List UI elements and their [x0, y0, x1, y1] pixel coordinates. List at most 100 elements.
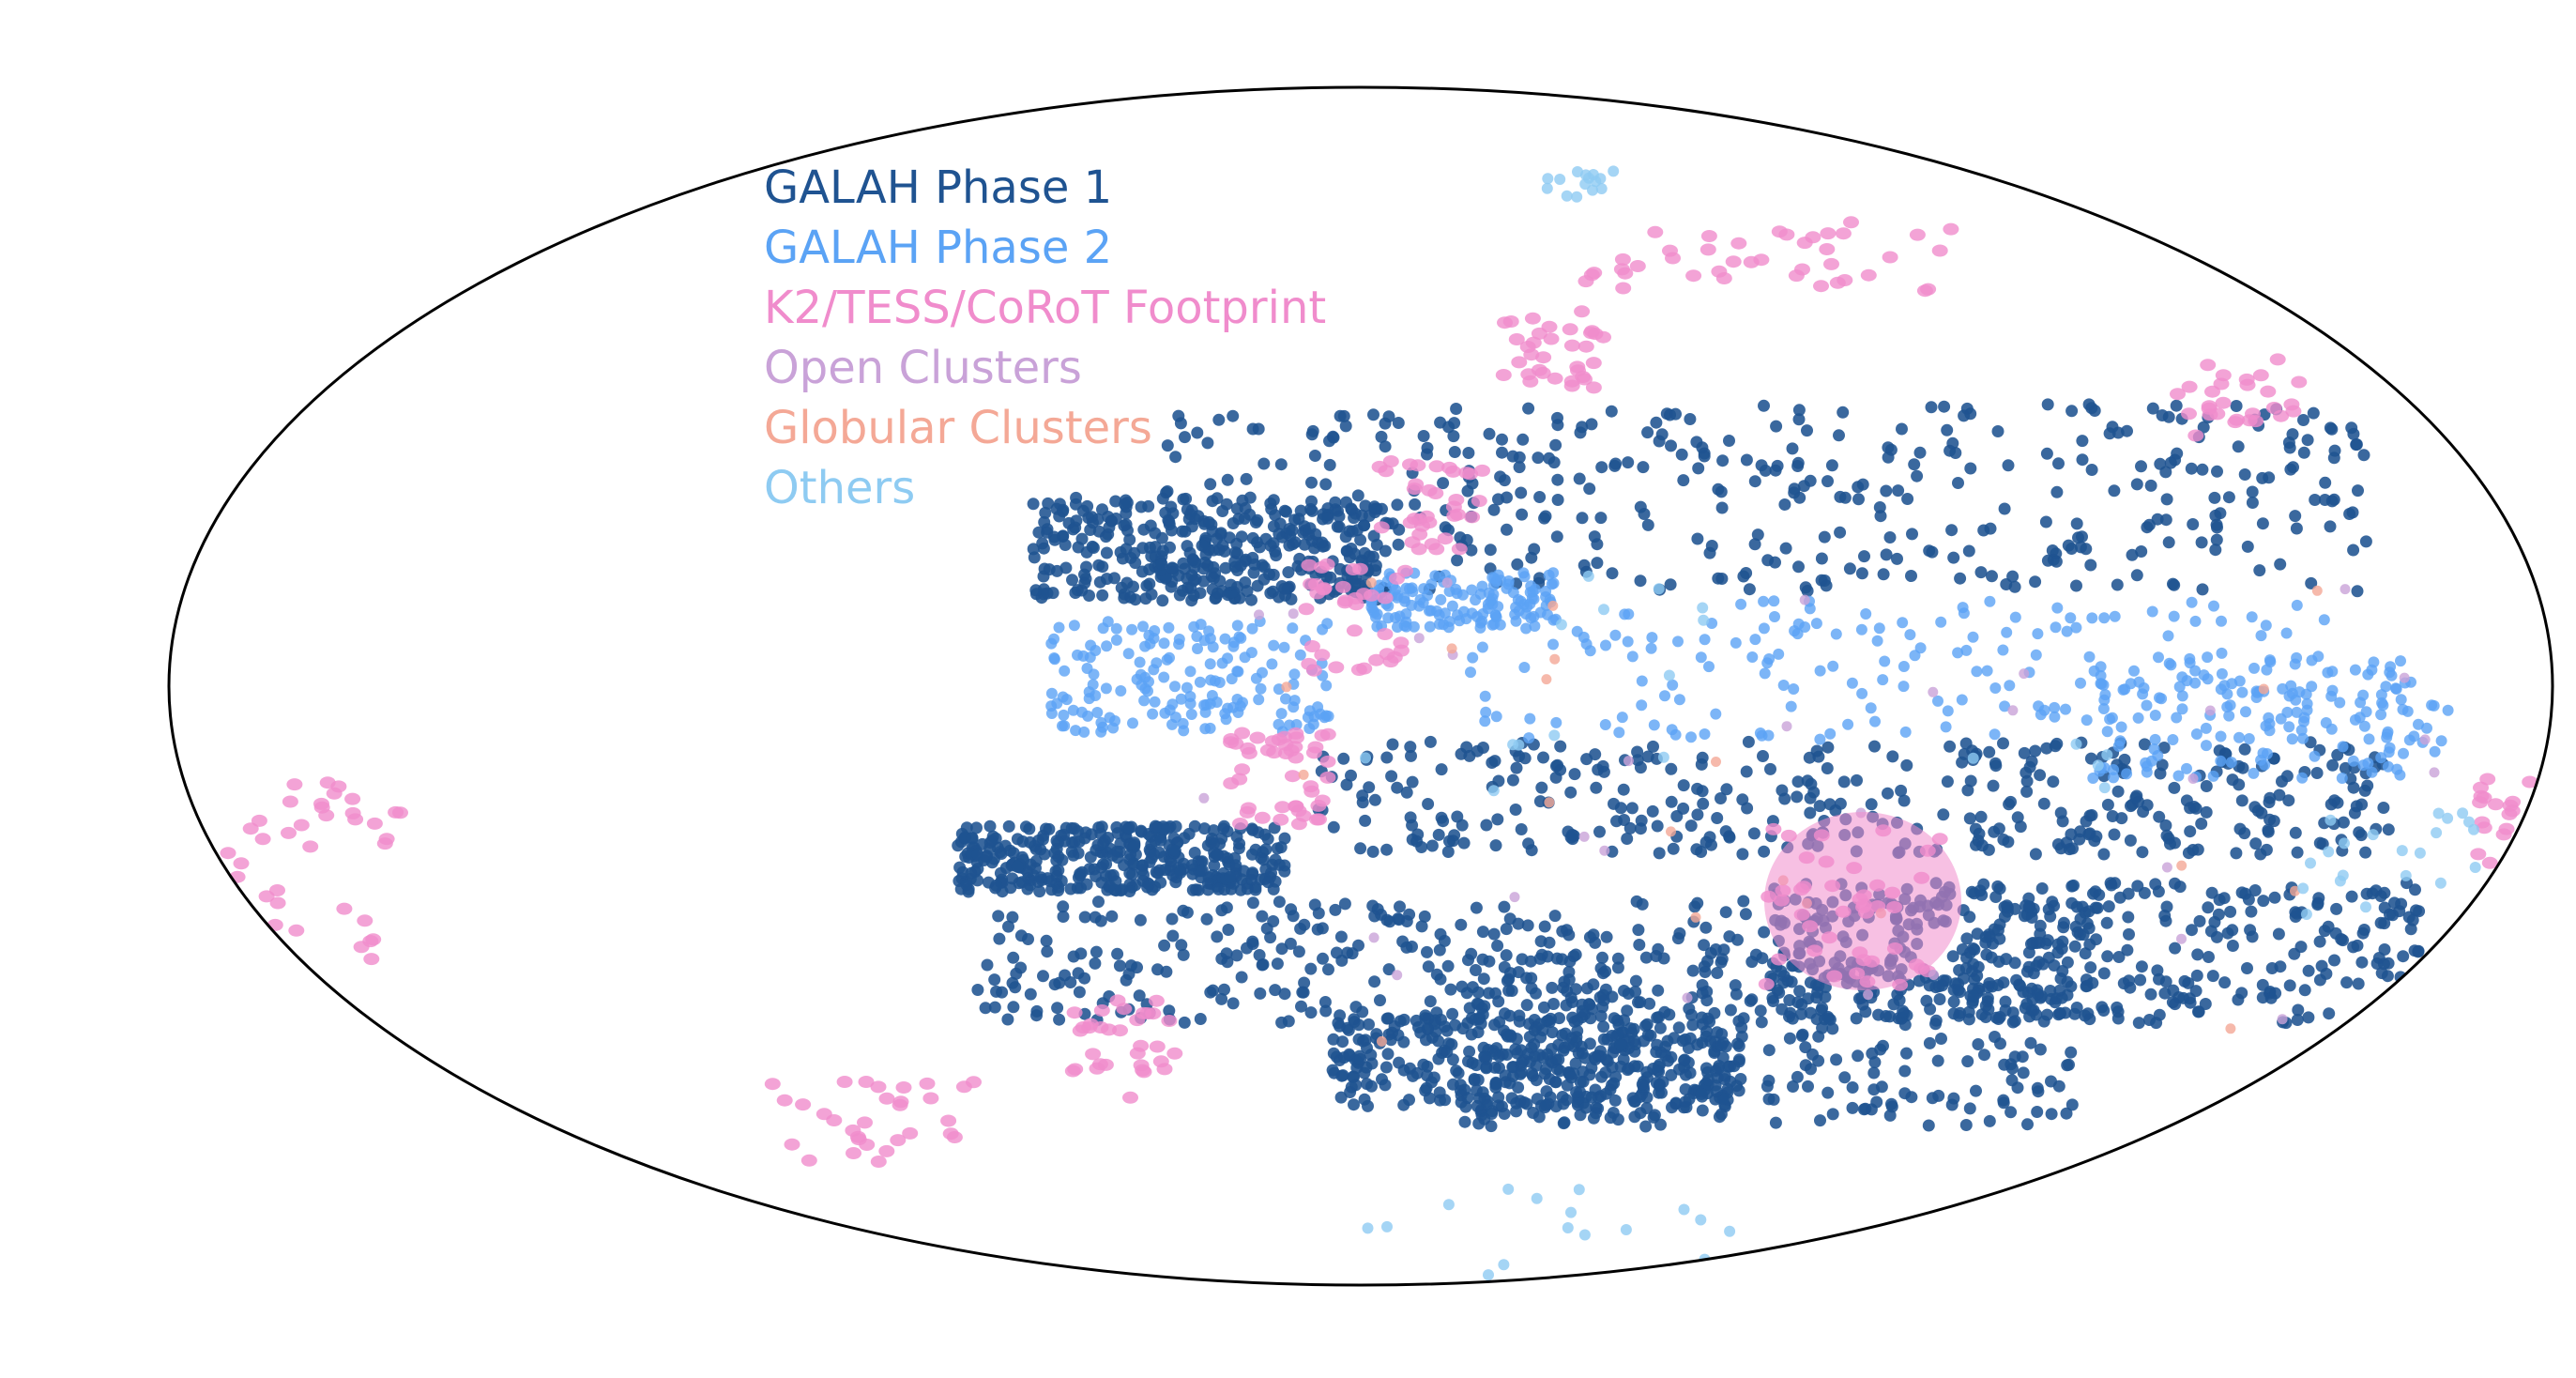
field-marker — [2167, 734, 2179, 745]
field-marker — [1804, 474, 1817, 487]
field-marker — [1425, 839, 1439, 852]
field-marker — [1091, 838, 1105, 851]
field-marker — [1169, 681, 1181, 693]
field-marker — [1896, 422, 1908, 436]
field-marker — [1659, 690, 1670, 702]
field-marker — [1964, 462, 1977, 475]
field-marker — [1394, 610, 1406, 622]
field-marker — [1668, 1032, 1681, 1045]
field-marker — [1064, 976, 1077, 988]
field-marker — [2238, 468, 2251, 481]
field-marker — [1778, 792, 1791, 805]
field-marker — [1368, 793, 1381, 806]
field-marker — [1971, 666, 1983, 678]
field-marker — [2301, 704, 2313, 716]
field-marker — [1724, 1075, 1737, 1088]
field-marker — [1740, 567, 1753, 579]
field-marker — [2011, 811, 2024, 824]
field-marker — [1209, 675, 1221, 687]
field-marker — [1963, 911, 1976, 924]
field-marker — [1304, 1006, 1318, 1019]
field-marker — [1093, 1004, 1110, 1017]
field-marker — [1826, 1108, 1839, 1121]
field-marker — [2187, 773, 2199, 784]
field-marker — [1283, 523, 1296, 535]
field-marker — [1957, 602, 1969, 614]
field-marker — [1506, 1061, 1519, 1074]
field-marker — [1288, 668, 1301, 681]
field-marker — [1719, 825, 1732, 838]
field-marker — [1852, 481, 1865, 494]
field-marker — [2225, 757, 2237, 769]
field-marker — [1185, 859, 1198, 872]
field-marker — [1522, 375, 1539, 388]
field-marker — [2123, 927, 2135, 941]
field-marker — [1716, 454, 1730, 467]
field-marker — [1166, 929, 1180, 942]
field-marker — [1528, 543, 1541, 556]
field-marker — [1734, 1073, 1747, 1085]
field-marker — [1227, 517, 1240, 529]
field-marker — [2235, 794, 2248, 807]
field-marker — [1937, 808, 1950, 821]
field-marker — [1941, 423, 1954, 436]
field-marker — [1227, 997, 1240, 1010]
field-marker — [2020, 774, 2034, 788]
field-marker — [2291, 375, 2308, 389]
field-marker — [1219, 561, 1232, 574]
field-marker — [1201, 436, 1214, 450]
field-marker — [1241, 942, 1253, 955]
field-marker — [2290, 522, 2303, 535]
field-marker — [1513, 739, 1525, 751]
field-marker — [1101, 640, 1113, 652]
field-marker — [1737, 1012, 1750, 1025]
field-marker — [1956, 694, 1968, 706]
field-marker — [1508, 333, 1525, 345]
field-marker — [1196, 539, 1209, 552]
field-marker — [2162, 630, 2174, 642]
field-marker — [2218, 976, 2232, 989]
field-marker — [1232, 818, 1248, 830]
field-marker — [1975, 889, 1989, 901]
field-marker — [1825, 459, 1838, 472]
field-marker — [1095, 820, 1108, 834]
field-marker — [1107, 722, 1120, 734]
field-marker — [1198, 822, 1211, 835]
field-marker — [1318, 996, 1332, 1008]
field-marker — [2065, 1098, 2079, 1111]
field-marker — [1198, 792, 1210, 804]
field-marker — [1905, 570, 1917, 582]
field-marker — [1587, 978, 1600, 991]
field-marker — [2182, 976, 2195, 989]
field-marker — [1699, 966, 1712, 978]
field-marker — [1435, 1013, 1447, 1026]
field-marker — [1549, 653, 1561, 665]
field-marker — [1781, 721, 1792, 732]
field-marker — [2076, 435, 2089, 448]
field-marker — [1102, 832, 1115, 844]
field-marker — [1920, 994, 1933, 1007]
field-marker — [1041, 945, 1054, 958]
field-marker — [2318, 614, 2330, 626]
field-marker — [1269, 984, 1282, 997]
field-marker — [1983, 977, 1996, 989]
field-marker — [2324, 814, 2337, 826]
field-marker — [2050, 621, 2062, 634]
field-marker — [1397, 1098, 1410, 1111]
field-marker — [2421, 722, 2432, 734]
field-marker — [966, 832, 979, 845]
field-marker — [1041, 523, 1054, 536]
field-marker — [1284, 770, 1301, 783]
field-marker — [1298, 603, 1315, 616]
field-marker — [993, 932, 1006, 945]
field-marker — [1576, 1004, 1589, 1018]
field-marker — [1501, 491, 1513, 504]
field-marker — [2057, 916, 2070, 929]
field-marker — [1783, 994, 1796, 1006]
field-marker — [1340, 496, 1352, 509]
field-marker — [1964, 774, 1977, 788]
field-marker — [1059, 665, 1071, 677]
field-marker — [293, 819, 310, 832]
field-marker — [1697, 602, 1709, 614]
field-marker — [1719, 906, 1732, 919]
